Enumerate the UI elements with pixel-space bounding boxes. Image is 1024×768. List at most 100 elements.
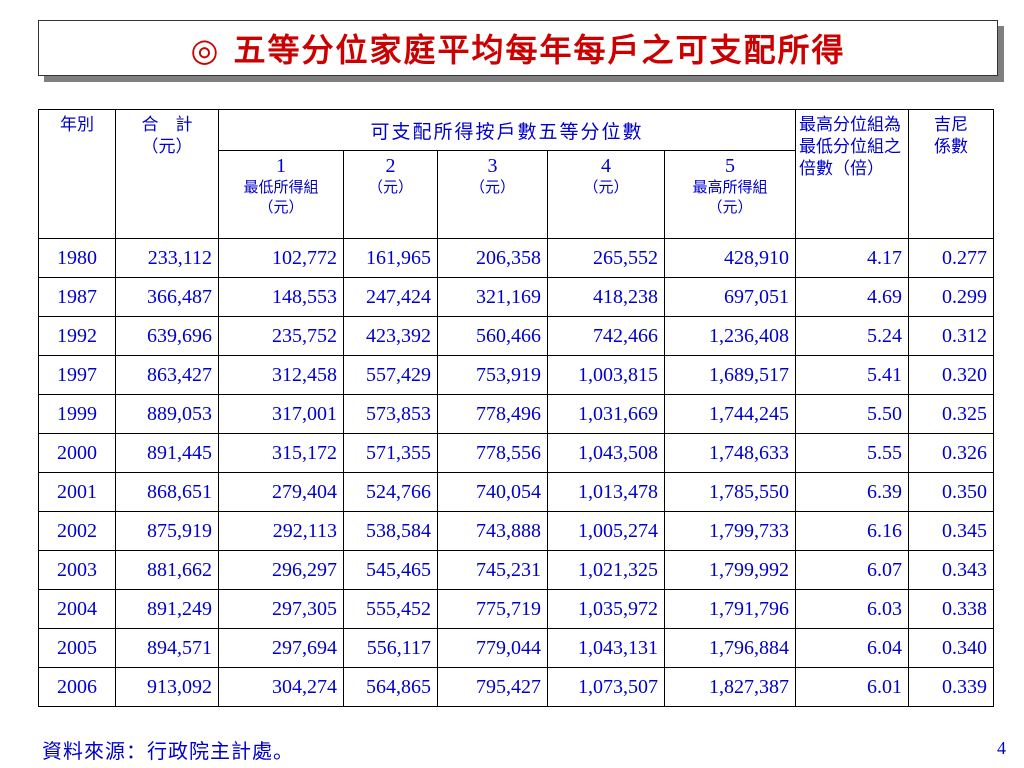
cell-q4: 742,466	[547, 316, 665, 356]
header-ratio-label: 最高分位組為最低分位組之倍數（倍）	[799, 115, 902, 179]
cell-ratio: 6.04	[795, 628, 910, 668]
cell-q2: 557,429	[343, 355, 438, 395]
cell-q3: 740,054	[437, 472, 548, 512]
cell-q1: 312,458	[218, 355, 344, 395]
cell-q1: 102,772	[218, 238, 344, 278]
cell-q2: 524,766	[343, 472, 438, 512]
cell-q5: 1,689,517	[663, 355, 797, 395]
header-q1-num: 1	[276, 155, 286, 177]
cell-q5: 1,799,733	[663, 511, 797, 551]
cell-total: 233,112	[115, 238, 219, 278]
cell-q2: 423,392	[343, 316, 438, 356]
cell-gini: 0.338	[908, 589, 995, 629]
cell-total: 881,662	[115, 550, 219, 590]
header-q5-label: 最高所得組	[692, 178, 768, 196]
income-table: 年別 合 計 （元） 可支配所得按戶數五等分位數 最高分位組為最低分位組之倍數（…	[38, 109, 995, 707]
table-header: 年別 合 計 （元） 可支配所得按戶數五等分位數 最高分位組為最低分位組之倍數（…	[38, 109, 995, 239]
table-row: 2006 913,092 304,274 564,865 795,427 1,073,50…	[38, 667, 995, 707]
header-ratio: 最高分位組為最低分位組之倍數（倍）	[795, 109, 910, 239]
cell-year: 1999	[38, 394, 116, 434]
cell-total: 889,053	[115, 394, 219, 434]
cell-q3: 560,466	[437, 316, 548, 356]
header-q1-unit: （元）	[258, 198, 304, 216]
page-title: ◎ 五等分位家庭平均每年每戶之可支配所得	[38, 20, 998, 76]
cell-total: 639,696	[115, 316, 219, 356]
header-q1-label: 最低所得組	[243, 178, 319, 196]
cell-gini: 0.312	[908, 316, 995, 356]
cell-year: 1997	[38, 355, 116, 395]
table-row: 2004 891,249 297,305 555,452 775,719 1,035,97…	[38, 589, 995, 629]
header-q2-unit: （元）	[367, 178, 413, 196]
cell-ratio: 5.41	[795, 355, 910, 395]
cell-ratio: 5.24	[795, 316, 910, 356]
cell-q4: 1,003,815	[547, 355, 665, 395]
cell-q4: 1,005,274	[547, 511, 665, 551]
cell-q4: 1,021,325	[547, 550, 665, 590]
cell-year: 2004	[38, 589, 116, 629]
cell-q1: 296,297	[218, 550, 344, 590]
cell-gini: 0.350	[908, 472, 995, 512]
cell-q2: 555,452	[343, 589, 438, 629]
table-row: 2000 891,445 315,172 571,355 778,556 1,043,50…	[38, 433, 995, 473]
cell-q1: 317,001	[218, 394, 344, 434]
cell-ratio: 6.39	[795, 472, 910, 512]
cell-q4: 418,238	[547, 277, 665, 317]
header-q4: 4 （元）	[547, 150, 665, 239]
cell-gini: 0.339	[908, 667, 995, 707]
table-row: 1992 639,696 235,752 423,392 560,466 742,466 1…	[38, 316, 995, 356]
source-note: 資料來源：行政院主計處。	[42, 739, 294, 763]
cell-q5: 1,791,796	[663, 589, 797, 629]
cell-q3: 778,556	[437, 433, 548, 473]
cell-q1: 292,113	[218, 511, 344, 551]
cell-q2: 556,117	[343, 628, 438, 668]
cell-year: 1992	[38, 316, 116, 356]
cell-q4: 1,031,669	[547, 394, 665, 434]
cell-ratio: 4.17	[795, 238, 910, 278]
cell-year: 2003	[38, 550, 116, 590]
table-row: 1997 863,427 312,458 557,429 753,919 1,003,81…	[38, 355, 995, 395]
cell-gini: 0.345	[908, 511, 995, 551]
cell-q3: 745,231	[437, 550, 548, 590]
header-q3-num: 3	[487, 155, 498, 177]
cell-year: 1980	[38, 238, 116, 278]
cell-q4: 1,043,131	[547, 628, 665, 668]
table-row: 1987 366,487 148,553 247,424 321,169 418,238 6…	[38, 277, 995, 317]
cell-total: 891,249	[115, 589, 219, 629]
cell-q1: 297,694	[218, 628, 344, 668]
cell-q5: 1,796,884	[663, 628, 797, 668]
table-row: 2003 881,662 296,297 545,465 745,231 1,021,32…	[38, 550, 995, 590]
cell-q1: 304,274	[218, 667, 344, 707]
cell-q2: 573,853	[343, 394, 438, 434]
cell-q3: 795,427	[437, 667, 548, 707]
cell-ratio: 6.16	[795, 511, 910, 551]
header-year-label: 年別	[60, 115, 94, 135]
header-total: 合 計 （元）	[115, 109, 219, 239]
cell-q5: 1,236,408	[663, 316, 797, 356]
header-gini: 吉尼係數	[908, 109, 995, 239]
cell-gini: 0.326	[908, 433, 995, 473]
cell-q2: 545,465	[343, 550, 438, 590]
cell-q4: 1,013,478	[547, 472, 665, 512]
header-quintile-group: 可支配所得按戶數五等分位數	[217, 109, 797, 151]
table-row: 2005 894,571 297,694 556,117 779,044 1,043,13…	[38, 628, 995, 668]
cell-q1: 315,172	[218, 433, 344, 473]
cell-gini: 0.299	[908, 277, 995, 317]
cell-q1: 235,752	[218, 316, 344, 356]
table-row: 1980 233,112 102,772 161,965 206,358 265,552 4…	[38, 238, 995, 278]
cell-total: 366,487	[115, 277, 219, 317]
cell-year: 1987	[38, 277, 116, 317]
cell-total: 863,427	[115, 355, 219, 395]
cell-q2: 571,355	[343, 433, 438, 473]
cell-q2: 564,865	[343, 667, 438, 707]
cell-q5: 1,744,245	[663, 394, 797, 434]
cell-total: 891,445	[115, 433, 219, 473]
cell-q2: 247,424	[343, 277, 438, 317]
cell-q3: 779,044	[437, 628, 548, 668]
cell-q3: 206,358	[437, 238, 548, 278]
cell-q3: 321,169	[437, 277, 548, 317]
cell-ratio: 6.03	[795, 589, 910, 629]
header-gini-label: 吉尼係數	[934, 115, 969, 157]
cell-q3: 778,496	[437, 394, 548, 434]
cell-total: 894,571	[115, 628, 219, 668]
cell-gini: 0.325	[908, 394, 995, 434]
